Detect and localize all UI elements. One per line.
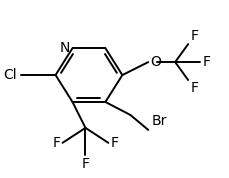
- Text: N: N: [59, 41, 69, 55]
- Text: Cl: Cl: [3, 68, 17, 82]
- Text: F: F: [110, 136, 118, 150]
- Text: F: F: [189, 29, 197, 43]
- Text: F: F: [52, 136, 60, 150]
- Text: F: F: [81, 157, 89, 171]
- Text: F: F: [202, 55, 210, 69]
- Text: F: F: [189, 81, 197, 95]
- Text: O: O: [150, 55, 161, 69]
- Text: Br: Br: [151, 114, 166, 128]
